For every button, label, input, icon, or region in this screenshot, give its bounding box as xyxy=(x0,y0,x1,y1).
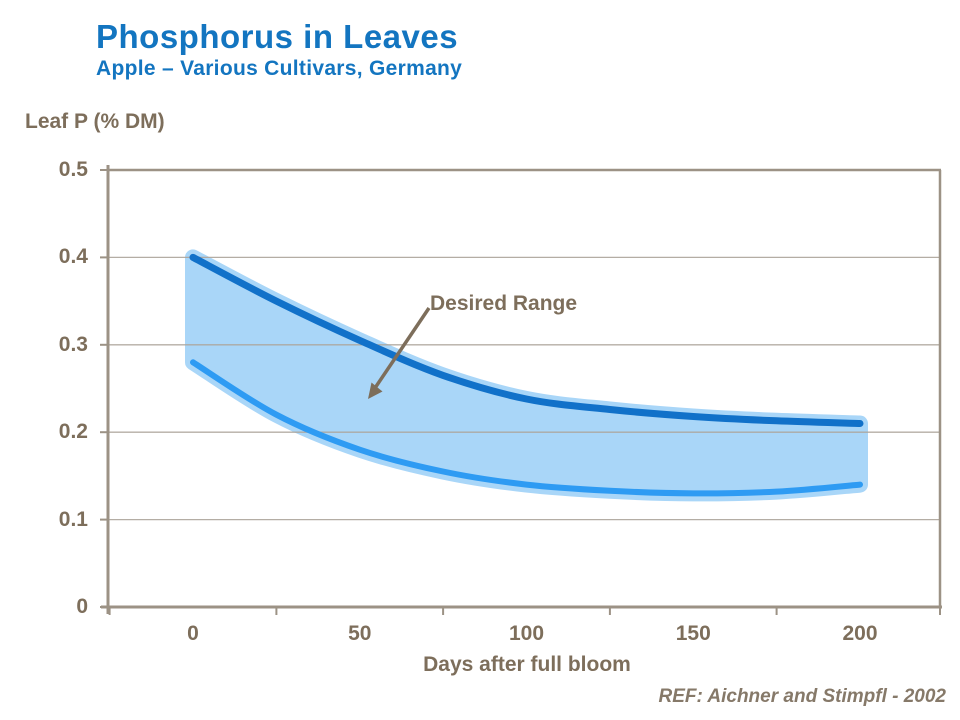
x-tick-label: 150 xyxy=(675,622,711,645)
x-tick-label: 50 xyxy=(348,622,372,645)
x-tick-label: 100 xyxy=(508,622,545,645)
reference-text: REF: Aichner and Stimpfl - 2002 xyxy=(658,686,946,707)
y-tick-label: 0.5 xyxy=(58,158,88,181)
annotation-arrow-line xyxy=(373,307,431,389)
annotation-arrowhead xyxy=(368,382,383,399)
x-tick-label: 200 xyxy=(842,622,878,645)
x-tick-label: 0 xyxy=(187,622,199,645)
y-tick-label: 0.4 xyxy=(58,245,88,269)
upper-bound-line xyxy=(189,253,864,427)
x-axis-title: Days after full bloom xyxy=(423,653,631,676)
page-subtitle: Apple – Various Cultivars, Germany xyxy=(96,57,463,80)
y-tick-label: 0.2 xyxy=(58,420,88,444)
y-tick-label: 0.3 xyxy=(58,332,88,356)
y-axis-title: Leaf P (% DM) xyxy=(25,110,165,133)
annotation-desired-range: Desired Range xyxy=(430,292,578,315)
page-title: Phosphorus in Leaves xyxy=(96,18,459,55)
lower-bound-line xyxy=(190,359,863,497)
y-tick-label: 0 xyxy=(76,595,88,618)
y-tick-label: 0.1 xyxy=(58,507,88,531)
